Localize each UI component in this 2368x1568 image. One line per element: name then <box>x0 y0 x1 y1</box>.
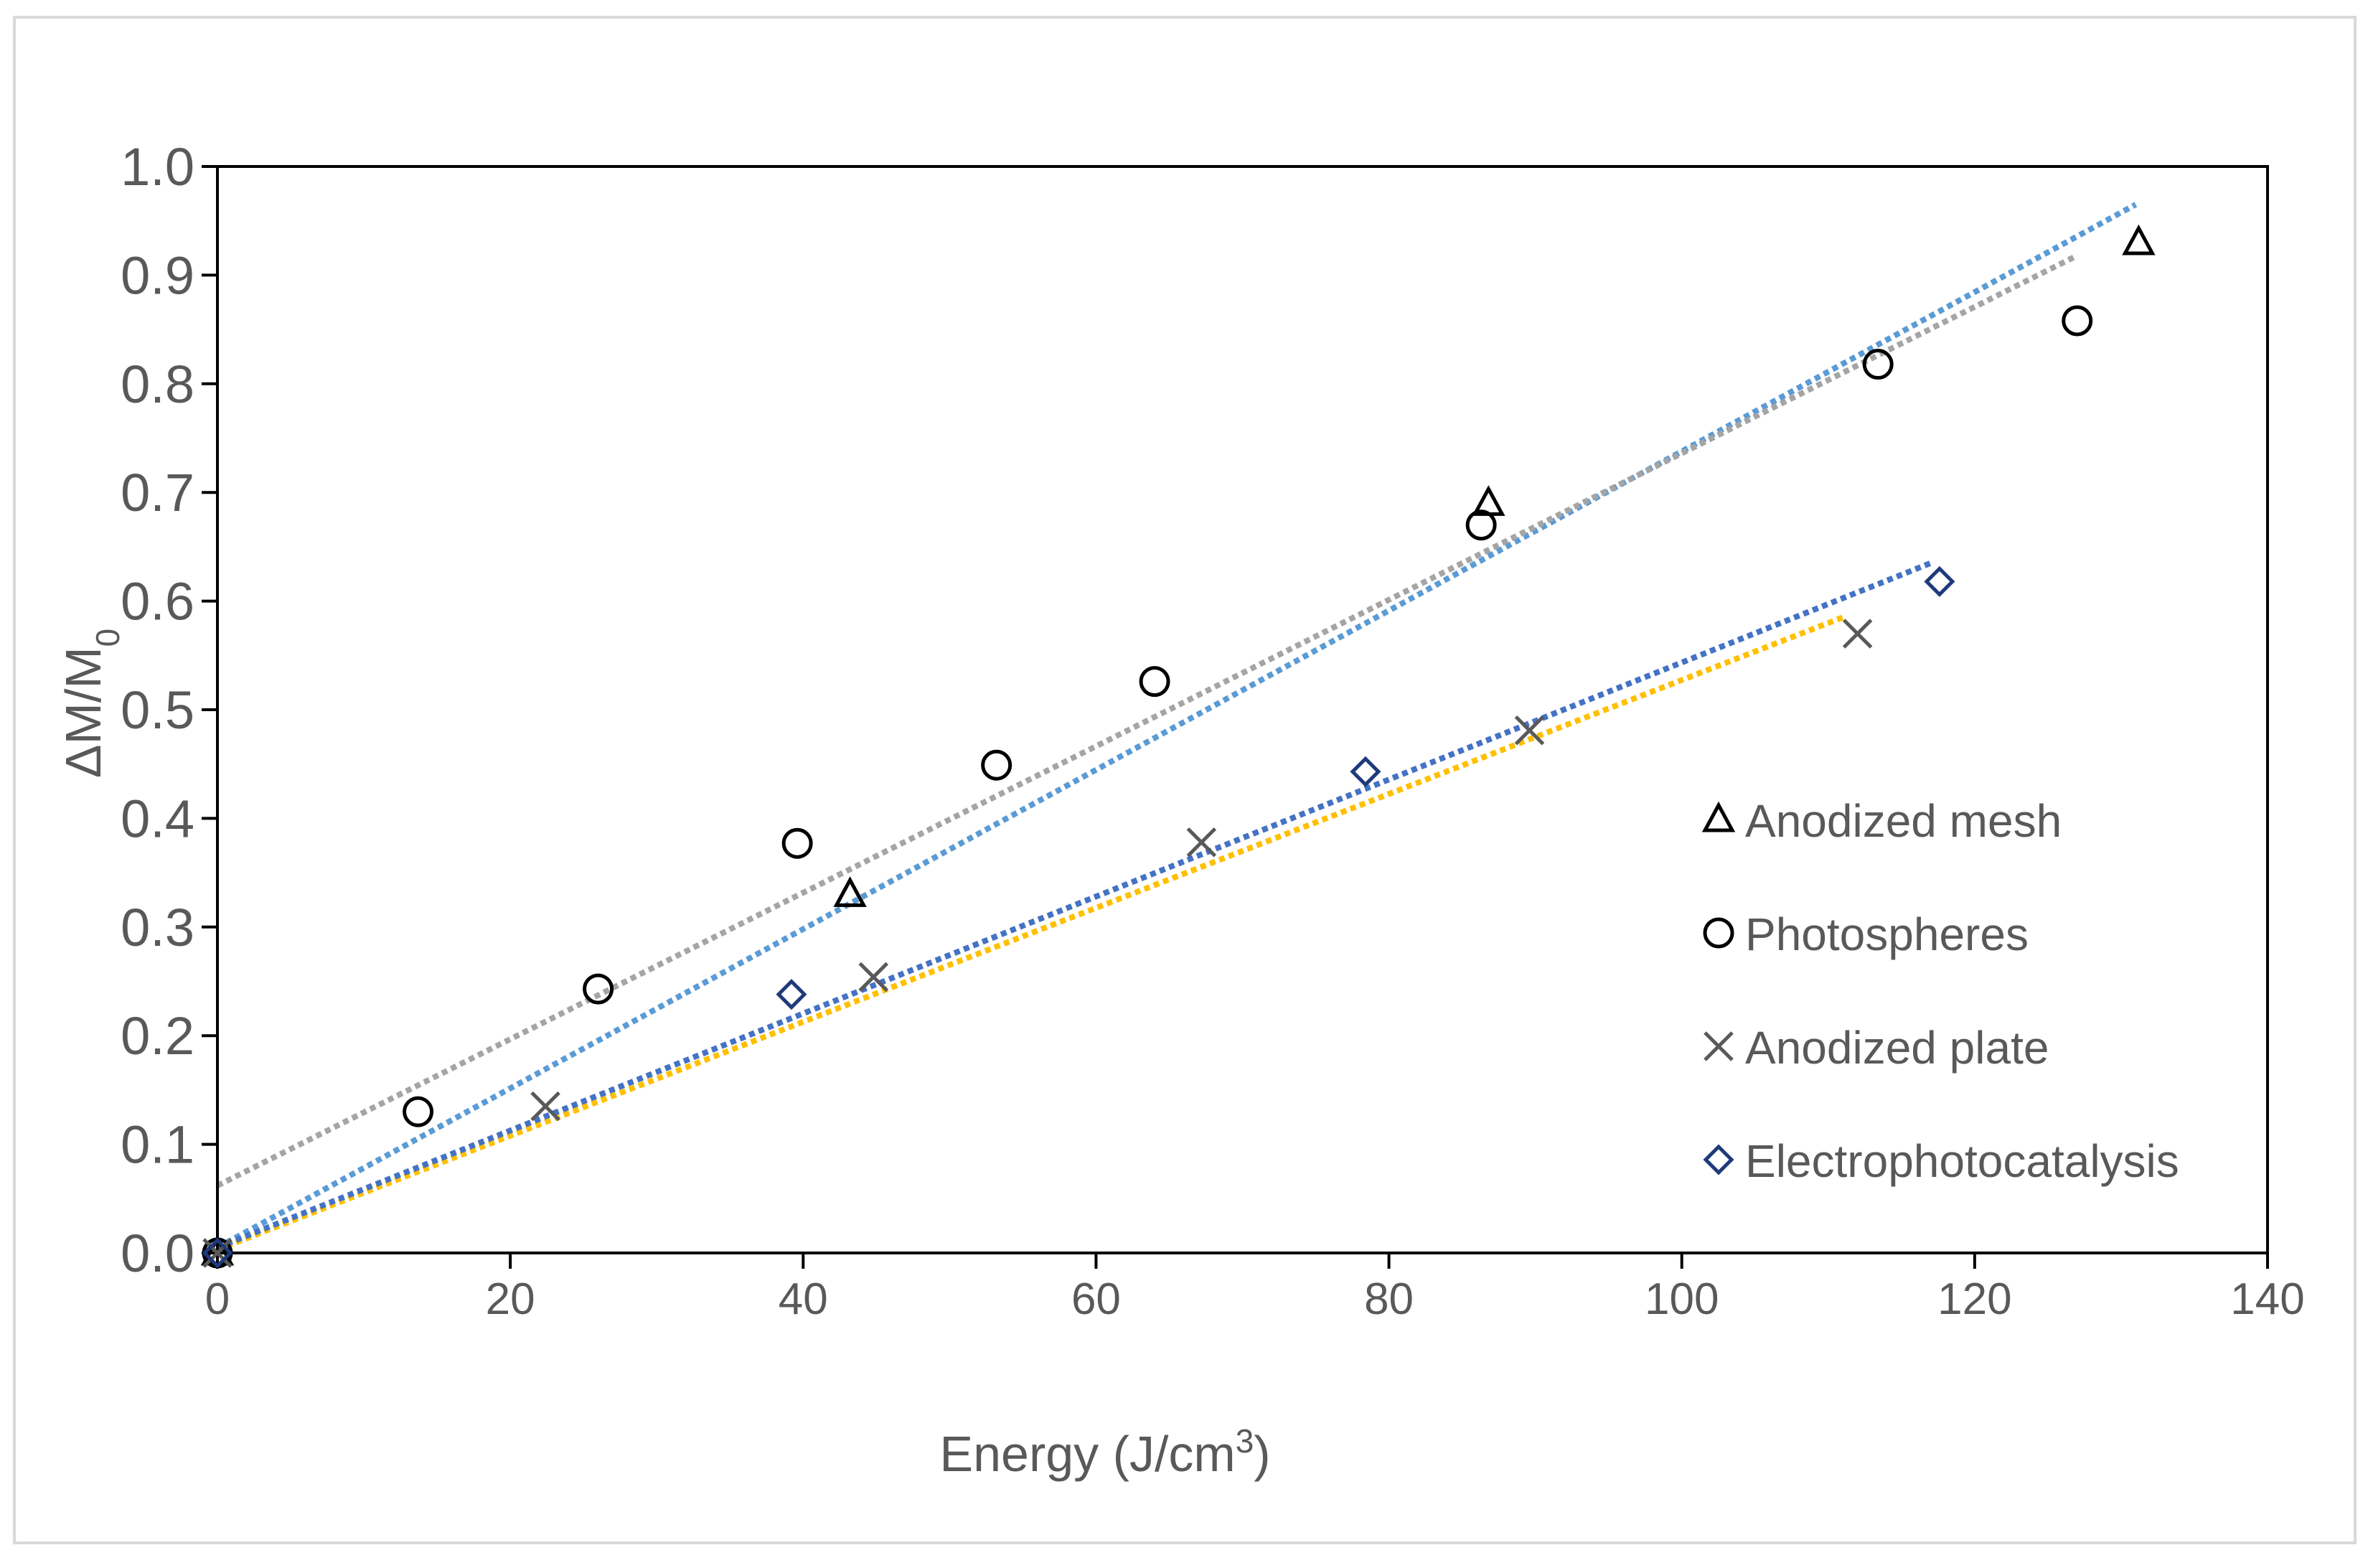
legend-label-anodized-mesh: Anodized mesh <box>1745 795 2062 847</box>
trendlines <box>216 202 2138 1253</box>
data-point-anodized-plate <box>530 1091 560 1122</box>
data-point-anodized-plate <box>1186 827 1217 858</box>
data-point-photospheres <box>1465 510 1497 541</box>
data-point-electrophotocatalysis <box>202 1237 233 1269</box>
legend-label-electrophotocatalysis: Electrophotocatalysis <box>1745 1135 2179 1187</box>
data-point-electrophotocatalysis <box>776 979 807 1010</box>
y-tick-label: 0.9 <box>121 245 194 305</box>
data-point-anodized-plate <box>202 1238 232 1268</box>
chart-frame <box>13 16 2357 1544</box>
x-tick-label: 0 <box>205 1274 230 1324</box>
data-point-electrophotocatalysis <box>1350 756 1381 787</box>
y-tick-label: 0.8 <box>121 355 194 414</box>
x-tick-label: 60 <box>1071 1274 1121 1324</box>
x-axis-title: Energy (J/cm3) <box>939 1422 1270 1482</box>
x-tick-label: 80 <box>1364 1274 1414 1324</box>
data-point-electrophotocatalysis <box>1924 565 1955 597</box>
data-point-photospheres <box>2062 305 2093 337</box>
x-tick-label: 20 <box>486 1274 535 1324</box>
y-tick-label: 0.0 <box>121 1224 194 1283</box>
axes: 0 20 40 60 80 100 120 140 0.0 0.1 0.2 0.3 0.4 0.5 0.6 0… <box>121 137 2305 1324</box>
legend-marker-anodized-mesh <box>1701 801 1736 832</box>
legend: Anodized mesh Photospheres Anodized plate E… <box>1701 795 2179 1187</box>
y-tick-label: 0.4 <box>121 789 194 848</box>
y-tick-label: 1.0 <box>121 137 194 197</box>
y-tick-label: 0.6 <box>121 572 194 632</box>
trendline-anodized-mesh <box>216 202 2138 1250</box>
legend-label-anodized-plate: Anodized plate <box>1745 1022 2049 1074</box>
y-tick-label: 0.7 <box>121 463 194 522</box>
trendline-photospheres <box>216 253 2079 1188</box>
x-tick-label: 100 <box>1645 1274 1719 1324</box>
data-point-photospheres <box>1862 349 1894 380</box>
y-tick-label: 0.2 <box>121 1006 194 1066</box>
legend-label-photospheres: Photospheres <box>1745 909 2029 960</box>
data-point-anodized-plate <box>1514 715 1545 746</box>
y-tick-label: 0.1 <box>121 1115 194 1175</box>
y-tick-label: 0.5 <box>121 680 194 740</box>
legend-marker-electrophotocatalysis <box>1703 1144 1734 1175</box>
y-axis-title: ΔM/M0 <box>55 629 126 778</box>
data-point-anodized-mesh <box>2122 224 2156 255</box>
trendline-electrophotocatalysis <box>216 560 1932 1251</box>
data-point-photospheres <box>981 749 1012 781</box>
data-markers <box>200 224 2156 1269</box>
data-point-anodized-plate <box>858 962 889 992</box>
data-point-anodized-mesh <box>833 876 867 907</box>
data-point-photospheres <box>583 973 614 1005</box>
legend-marker-photospheres <box>1703 917 1734 949</box>
data-point-photospheres <box>1139 666 1170 698</box>
legend-marker-anodized-plate <box>1704 1031 1734 1061</box>
data-point-anodized-plate <box>1842 619 1873 649</box>
data-point-photospheres <box>781 827 813 859</box>
y-tick-label: 0.3 <box>121 898 194 957</box>
data-point-photospheres <box>403 1096 434 1127</box>
x-tick-label: 40 <box>779 1274 828 1324</box>
x-tick-label: 120 <box>1937 1274 2011 1324</box>
x-tick-label: 140 <box>2230 1274 2304 1324</box>
